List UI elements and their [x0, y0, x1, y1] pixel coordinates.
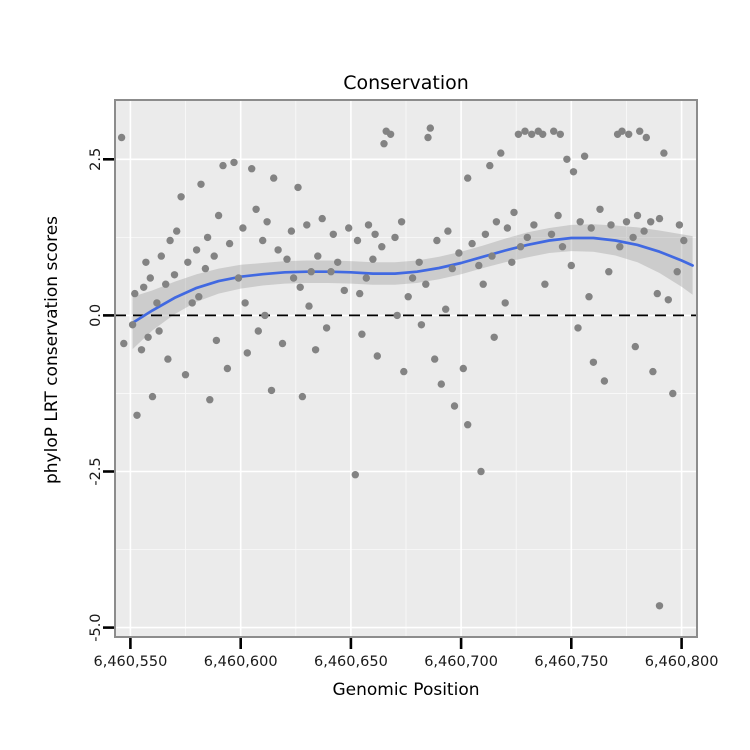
svg-text:-5.0: -5.0 [88, 613, 104, 641]
svg-text:0.0: 0.0 [88, 304, 104, 327]
svg-text:-2.5: -2.5 [88, 457, 104, 485]
chart-title: Conservation [343, 72, 469, 94]
x-axis-title: Genomic Position [332, 680, 480, 700]
y-tick-labels: -5.0 -2.5 0.0 2.5 [88, 148, 104, 642]
smooth-line [131, 236, 694, 325]
svg-text:6,460,750: 6,460,750 [534, 654, 608, 670]
svg-text:2.5: 2.5 [88, 148, 104, 171]
scatter-points [117, 124, 688, 610]
axis-ticks [103, 158, 683, 649]
svg-text:6,460,550: 6,460,550 [94, 654, 168, 670]
grid-minor [115, 100, 697, 637]
y-axis-title-text: phyloP LRT conservation scores [42, 215, 62, 485]
svg-text:6,460,700: 6,460,700 [424, 654, 498, 670]
svg-text:6,460,600: 6,460,600 [204, 654, 278, 670]
svg-text:6,460,650: 6,460,650 [314, 654, 388, 670]
panel-border [114, 99, 698, 638]
x-tick-labels: 6,460,550 6,460,600 6,460,650 6,460,700 6,46… [94, 654, 719, 670]
svg-text:6,460,800: 6,460,800 [645, 654, 719, 670]
grid-major [115, 100, 697, 637]
